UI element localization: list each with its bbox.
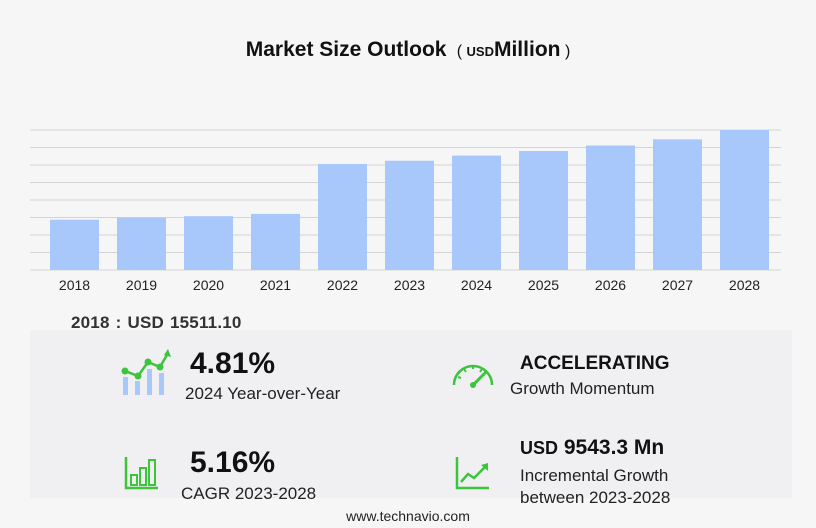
paren-close: ) <box>564 43 571 60</box>
bar-2021 <box>251 213 300 270</box>
first-year-currency: USD <box>127 313 164 332</box>
x-tick-label: 2021 <box>260 277 291 293</box>
bar-2027 <box>653 139 702 270</box>
speedometer-icon <box>452 364 494 388</box>
trend-line-icon <box>455 457 489 490</box>
x-tick-label: 2019 <box>126 277 157 293</box>
bar-2020 <box>184 216 233 270</box>
yoy-label: 2024 Year-over-Year <box>185 384 341 403</box>
first-year-value: 2018: USD 15511.10 <box>71 313 248 333</box>
footer-url: www.technavio.com <box>346 508 470 524</box>
title-unit: ( USDMillion ) <box>452 38 571 61</box>
bar-chart: 2018 2019 2020 2021 2022 2023 2024 2025 2026 2027… <box>30 129 781 293</box>
incremental-label-1: Incremental Growth <box>520 466 669 485</box>
bar-2025 <box>519 151 568 270</box>
bar-2022 <box>318 163 367 270</box>
unit-currency: USD <box>466 44 494 59</box>
momentum-value: ACCELERATING <box>520 353 670 374</box>
incremental-amount: 9543.3 Mn <box>563 436 665 459</box>
incremental-currency: USD <box>520 438 559 458</box>
cagr-value: 5.16% <box>190 446 276 479</box>
x-tick-label: 2023 <box>394 277 425 293</box>
bar-2026 <box>586 145 635 270</box>
bar-2018 <box>50 219 99 270</box>
growth-chart-icon <box>121 349 171 395</box>
paren-open: ( <box>456 43 463 60</box>
x-axis-labels: 2018 2019 2020 2021 2022 2023 2024 2025 2026 2027… <box>59 277 760 293</box>
momentum-label: Growth Momentum <box>510 379 655 398</box>
bar-2024 <box>452 155 501 270</box>
unit-scale: Million <box>493 38 561 61</box>
incremental-label-2: between 2023-2028 <box>520 488 671 507</box>
bar-2023 <box>385 160 434 270</box>
bar-2019 <box>117 217 166 270</box>
first-year-sep: : <box>115 313 122 332</box>
x-tick-label: 2020 <box>193 277 224 293</box>
first-year-year: 2018 <box>71 313 110 332</box>
cagr-label: CAGR 2023-2028 <box>181 484 317 503</box>
first-year-amount: 15511.10 <box>170 313 242 332</box>
yoy-value: 4.81% <box>190 347 276 380</box>
x-tick-label: 2024 <box>461 277 492 293</box>
stats-panel <box>30 330 792 498</box>
bars <box>50 130 769 270</box>
x-tick-label: 2025 <box>528 277 559 293</box>
x-tick-label: 2028 <box>729 277 760 293</box>
title-text: Market Size Outlook <box>245 38 447 61</box>
x-tick-label: 2018 <box>59 277 90 293</box>
bar-chart-icon <box>124 457 158 490</box>
bar-2028 <box>720 130 769 270</box>
x-tick-label: 2027 <box>662 277 693 293</box>
incremental-value: USD 9543.3 Mn <box>520 436 664 460</box>
x-tick-label: 2026 <box>595 277 626 293</box>
x-tick-label: 2022 <box>327 277 358 293</box>
chart-title: Market Size Outlook ( USDMillion ) <box>0 38 816 62</box>
